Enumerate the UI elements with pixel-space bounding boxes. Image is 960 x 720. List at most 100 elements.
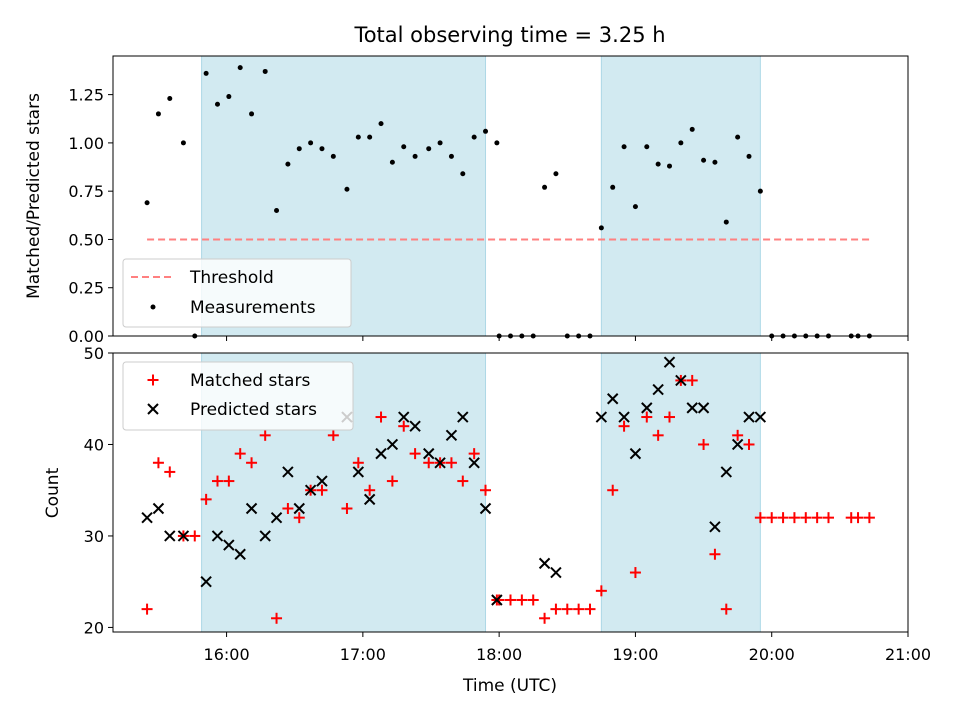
top-panel: 0.00 0.25 0.50 0.75 1.00 1.25 Total observing… [24, 23, 909, 346]
predicted-point-26-b [468, 457, 480, 469]
matched-point-12 [282, 503, 294, 515]
top-y-ticks: 0.00 0.25 0.50 0.75 1.00 1.25 [68, 86, 113, 346]
matched-point-55 [766, 512, 778, 524]
bottom-legend: Matched stars Predicted stars [122, 361, 354, 431]
predicted-point-23 [434, 457, 446, 469]
top-x-ticks [226, 336, 909, 341]
predicted-point-3-b [177, 530, 190, 542]
legend-x-mark [147, 403, 159, 415]
predicted-point-13 [304, 484, 317, 496]
predicted-point-10-b [270, 511, 283, 524]
predicted-point-14 [316, 475, 328, 487]
legend-matched-label: Matched stars [190, 371, 310, 391]
bottom-x-ticks: 16:00 17:00 18:00 19:00 20:00 21:00 [204, 632, 931, 664]
matched-point-17 [341, 503, 353, 515]
predicted-point-22 [423, 447, 435, 460]
predicted-point-43 [731, 438, 744, 451]
measurement-point-13 [296, 146, 302, 152]
top-ytick-label-0: 0.00 [68, 327, 104, 346]
top-ytick-label-4: 1.00 [68, 134, 104, 153]
predicted-point-30 [550, 566, 562, 579]
predicted-point-37-b [663, 356, 676, 368]
predicted-point-31-b [595, 411, 608, 423]
predicted-point-32 [607, 393, 619, 405]
predicted-point-41-b [709, 521, 721, 533]
predicted-point-27-b [479, 502, 492, 515]
matched-point-38 [573, 603, 585, 615]
predicted-point-29 [538, 557, 551, 570]
predicted-point-8 [245, 502, 258, 515]
measurement-point-46 [667, 163, 672, 169]
predicted-point-6 [223, 539, 235, 551]
matched-point-15 [316, 484, 328, 496]
bottom-ytick-label-1: 30 [84, 527, 104, 546]
matched-point-36 [550, 603, 562, 615]
matched-point-44 [641, 411, 653, 423]
measurement-point-40 [598, 225, 604, 231]
predicted-point-1-b [152, 502, 165, 515]
xtick-label-1: 17:00 [340, 645, 386, 664]
predicted-point-41 [709, 521, 721, 533]
matched-point-58 [800, 512, 812, 524]
measurement-point-6 [214, 101, 220, 107]
xtick-label-3: 19:00 [612, 645, 658, 664]
predicted-point-26 [468, 457, 480, 469]
matched-point-26 [445, 457, 457, 469]
matched-point-31 [493, 594, 505, 606]
predicted-point-2-b [164, 530, 176, 542]
measurement-point-23 [412, 153, 418, 159]
measurement-point-47 [678, 140, 684, 146]
predicted-point-40-b [697, 402, 710, 414]
predicted-point-8-b [245, 502, 258, 515]
matched-point-48 [686, 374, 698, 386]
matched-point-2 [164, 466, 176, 478]
predicted-point-6-b [223, 539, 235, 551]
measurement-point-42 [621, 144, 627, 150]
predicted-point-22-b [423, 447, 435, 460]
predicted-point-34 [629, 447, 642, 460]
predicted-point-40 [697, 402, 710, 414]
top-ytick-label-3: 0.75 [68, 182, 104, 201]
measurement-point-54 [757, 188, 763, 194]
predicted-point-4-b [200, 575, 212, 588]
matched-point-40 [595, 585, 607, 597]
predicted-point-11-b [282, 466, 294, 478]
top-ytick-label-2: 0.50 [68, 230, 104, 249]
predicted-point-19-b [386, 438, 399, 451]
measurement-point-15 [319, 146, 325, 152]
predicted-point-12 [293, 502, 305, 515]
measurement-point-0 [144, 200, 150, 206]
chart-title: Total observing time = 3.25 h [353, 23, 665, 47]
measurement-point-3 [180, 140, 186, 146]
predicted-point-14-b [316, 475, 328, 487]
measurement-point-18 [355, 134, 361, 140]
predicted-point-17 [363, 493, 376, 506]
measurement-point-41 [610, 184, 616, 190]
predicted-point-36-b [652, 383, 664, 396]
measurement-point-17 [344, 186, 350, 192]
matched-point-19 [364, 484, 376, 496]
predicted-point-35-b [641, 402, 653, 414]
predicted-point-0 [141, 511, 153, 524]
predicted-point-5 [211, 530, 224, 542]
measurement-point-21 [389, 159, 395, 165]
matched-point-59 [811, 512, 823, 524]
predicted-point-21-b [409, 420, 421, 432]
measurement-point-1 [155, 111, 161, 117]
predicted-point-39 [686, 402, 698, 414]
matched-point-43 [629, 567, 641, 579]
predicted-point-28-b [491, 594, 503, 606]
predicted-point-32-b [607, 393, 619, 405]
legend-x-mark-b [147, 403, 159, 415]
measurement-point-22 [401, 144, 407, 150]
predicted-point-29-b [538, 557, 551, 570]
matched-point-23 [409, 448, 421, 460]
predicted-point-33-b [618, 411, 630, 423]
predicted-point-7 [234, 548, 246, 560]
measurement-point-51 [723, 219, 729, 225]
predicted-point-12-b [293, 502, 305, 515]
matched-point-34 [527, 594, 539, 606]
matched-point-49 [698, 438, 710, 450]
measurement-point-27 [460, 171, 466, 177]
